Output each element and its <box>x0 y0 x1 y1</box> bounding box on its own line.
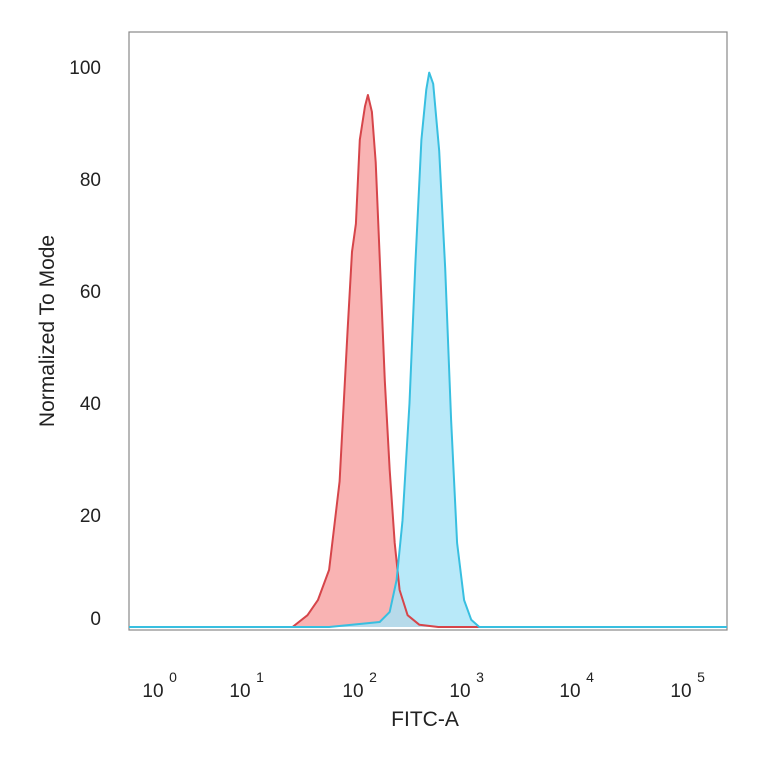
y-axis-label: Normalized To Mode <box>36 235 59 427</box>
x-tick-exponent: 3 <box>476 669 484 685</box>
y-tick-label: 80 <box>80 170 101 191</box>
x-tick-label: 10 <box>342 681 363 702</box>
x-tick-label: 10 <box>670 681 691 702</box>
y-tick-label: 100 <box>69 58 101 79</box>
x-tick-exponent: 5 <box>697 669 705 685</box>
x-tick-label: 10 <box>229 681 250 702</box>
series-0-fill <box>292 95 439 627</box>
x-tick-exponent: 1 <box>256 669 264 685</box>
y-tick-label: 0 <box>90 609 101 630</box>
series-0-line <box>129 94 727 628</box>
series-1-line <box>129 71 727 628</box>
y-tick-labels: 0 20 40 60 80 100 <box>69 58 101 630</box>
x-tick-exponent: 2 <box>369 669 377 685</box>
y-tick-label: 40 <box>80 394 101 415</box>
x-tick-label: 10 <box>559 681 580 702</box>
x-axis-label: FITC-A <box>391 708 459 731</box>
x-tick-labels: 10 0 10 1 10 2 10 3 10 4 10 5 <box>142 669 705 702</box>
x-tick-exponent: 4 <box>586 669 594 685</box>
series-layer <box>129 71 727 628</box>
y-tick-label: 20 <box>80 506 101 527</box>
x-tick-label: 10 <box>449 681 470 702</box>
x-tick-exponent: 0 <box>169 669 177 685</box>
x-tick-label: 10 <box>142 681 163 702</box>
y-tick-label: 60 <box>80 282 101 303</box>
